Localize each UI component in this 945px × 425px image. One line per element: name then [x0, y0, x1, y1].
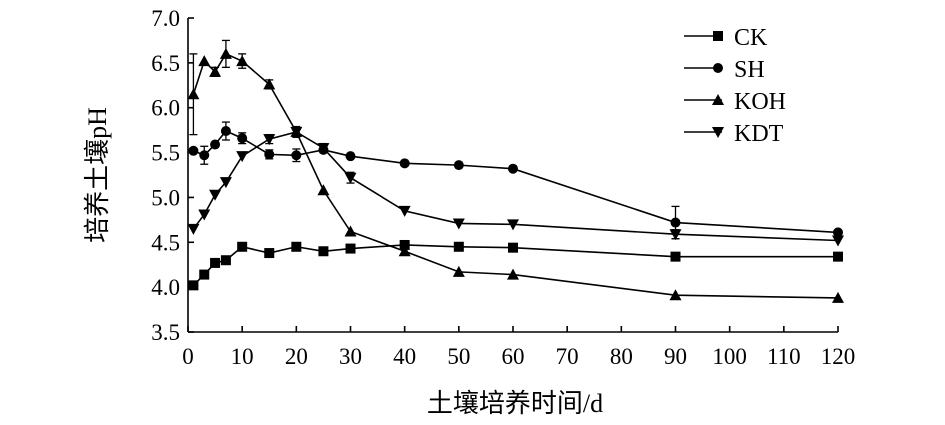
- data-point-kdt: [452, 218, 465, 230]
- data-point-ck: [670, 251, 681, 262]
- data-point-kdt: [344, 172, 357, 184]
- x-tick-label: 120: [821, 344, 856, 369]
- data-point-koh: [263, 78, 276, 90]
- data-point-ck: [237, 241, 248, 252]
- data-point-kdt: [236, 151, 249, 163]
- legend: CK SH KOH KDT: [684, 25, 786, 147]
- x-tick-label: 10: [231, 344, 254, 369]
- y-tick-label: 6.5: [151, 51, 180, 76]
- x-tick-label: 50: [447, 344, 470, 369]
- x-tick-label: 90: [664, 344, 687, 369]
- data-point-kdt: [290, 126, 303, 138]
- data-point-koh: [344, 225, 357, 237]
- y-tick-label: 3.5: [151, 320, 180, 345]
- data-point-sh: [188, 145, 199, 156]
- y-tick-label: 7.0: [151, 6, 180, 31]
- data-point-ck: [210, 257, 221, 268]
- y-axis-ticks: 3.5 4.0 4.5 5.0 5.5 6.0 6.5 7.0: [151, 6, 194, 345]
- series-layer: [187, 39, 844, 303]
- legend-marker: [713, 63, 723, 73]
- data-point-ck: [291, 241, 302, 252]
- legend-label: CK: [734, 25, 768, 51]
- data-point-sh: [291, 150, 302, 161]
- data-point-kdt: [209, 189, 222, 201]
- data-point-ck: [345, 243, 356, 254]
- data-point-koh: [669, 289, 682, 301]
- data-point-kdt: [263, 134, 276, 146]
- data-point-ck: [508, 242, 518, 253]
- x-tick-label: 70: [556, 344, 579, 369]
- data-point-kdt: [317, 143, 330, 155]
- data-point-sh: [345, 151, 356, 162]
- data-point-sh: [199, 150, 210, 161]
- legend-item-kdt: KDT: [684, 121, 784, 147]
- x-tick-label: 30: [339, 344, 362, 369]
- data-point-sh: [833, 227, 843, 238]
- y-tick-label: 5.0: [151, 185, 180, 210]
- series-kdt: [187, 125, 844, 247]
- data-point-sh: [220, 126, 231, 137]
- legend-marker: [713, 31, 723, 41]
- data-point-ck: [453, 241, 464, 252]
- data-point-ck: [220, 255, 231, 266]
- x-tick-label: 110: [767, 344, 801, 369]
- data-point-koh: [219, 47, 232, 59]
- x-axis-label: 土壤培养时间/d: [427, 389, 603, 418]
- data-point-koh: [507, 268, 519, 280]
- x-tick-label: 60: [502, 344, 525, 369]
- data-point-koh: [209, 65, 222, 77]
- data-point-ck: [833, 251, 843, 262]
- data-point-sh: [670, 217, 681, 228]
- legend-label: KOH: [734, 89, 786, 115]
- data-point-koh: [187, 88, 200, 100]
- legend-item-koh: KOH: [684, 89, 786, 115]
- data-point-sh: [264, 149, 275, 160]
- x-tick-label: 80: [610, 344, 633, 369]
- data-point-kdt: [187, 223, 200, 235]
- y-tick-label: 6.0: [151, 96, 180, 121]
- data-point-ck: [199, 269, 210, 280]
- series-ck: [188, 239, 843, 291]
- data-point-koh: [236, 55, 249, 67]
- x-tick-label: 20: [285, 344, 308, 369]
- data-point-kdt: [669, 229, 682, 241]
- x-tick-label: 0: [182, 344, 194, 369]
- data-point-sh: [237, 133, 248, 144]
- data-point-ck: [188, 280, 199, 291]
- legend-item-sh: SH: [684, 57, 765, 83]
- series-koh: [187, 39, 844, 303]
- data-point-sh: [210, 139, 221, 150]
- data-point-koh: [832, 291, 844, 303]
- data-point-kdt: [507, 219, 519, 231]
- legend-marker: [712, 127, 724, 138]
- y-tick-label: 4.5: [151, 230, 180, 255]
- data-point-koh: [317, 184, 330, 196]
- data-point-ck: [264, 248, 275, 259]
- legend-marker: [712, 94, 724, 105]
- x-tick-label: 40: [393, 344, 416, 369]
- legend-label: SH: [734, 57, 765, 83]
- data-point-kdt: [832, 235, 844, 247]
- y-axis-label: 培养土壤pH: [83, 107, 112, 243]
- data-point-koh: [198, 55, 211, 67]
- data-point-sh: [399, 158, 410, 169]
- data-point-ck: [318, 246, 329, 257]
- series-sh: [188, 121, 843, 240]
- data-point-koh: [452, 265, 465, 277]
- y-tick-label: 5.5: [151, 141, 180, 166]
- y-tick-label: 4.0: [151, 275, 180, 300]
- data-point-kdt: [398, 205, 411, 217]
- x-axis-ticks: 0 10 20 30 40 50 60 70 80 90 100 110 120: [182, 326, 855, 369]
- x-tick-label: 100: [712, 344, 747, 369]
- data-point-ck: [399, 239, 410, 250]
- series-line-koh: [192, 52, 839, 299]
- data-point-kdt: [219, 177, 232, 189]
- legend-label: KDT: [734, 121, 784, 147]
- legend-item-ck: CK: [684, 25, 768, 51]
- data-point-kdt: [198, 209, 211, 221]
- data-point-sh: [453, 160, 464, 171]
- data-point-koh: [398, 245, 411, 257]
- data-point-sh: [508, 163, 518, 174]
